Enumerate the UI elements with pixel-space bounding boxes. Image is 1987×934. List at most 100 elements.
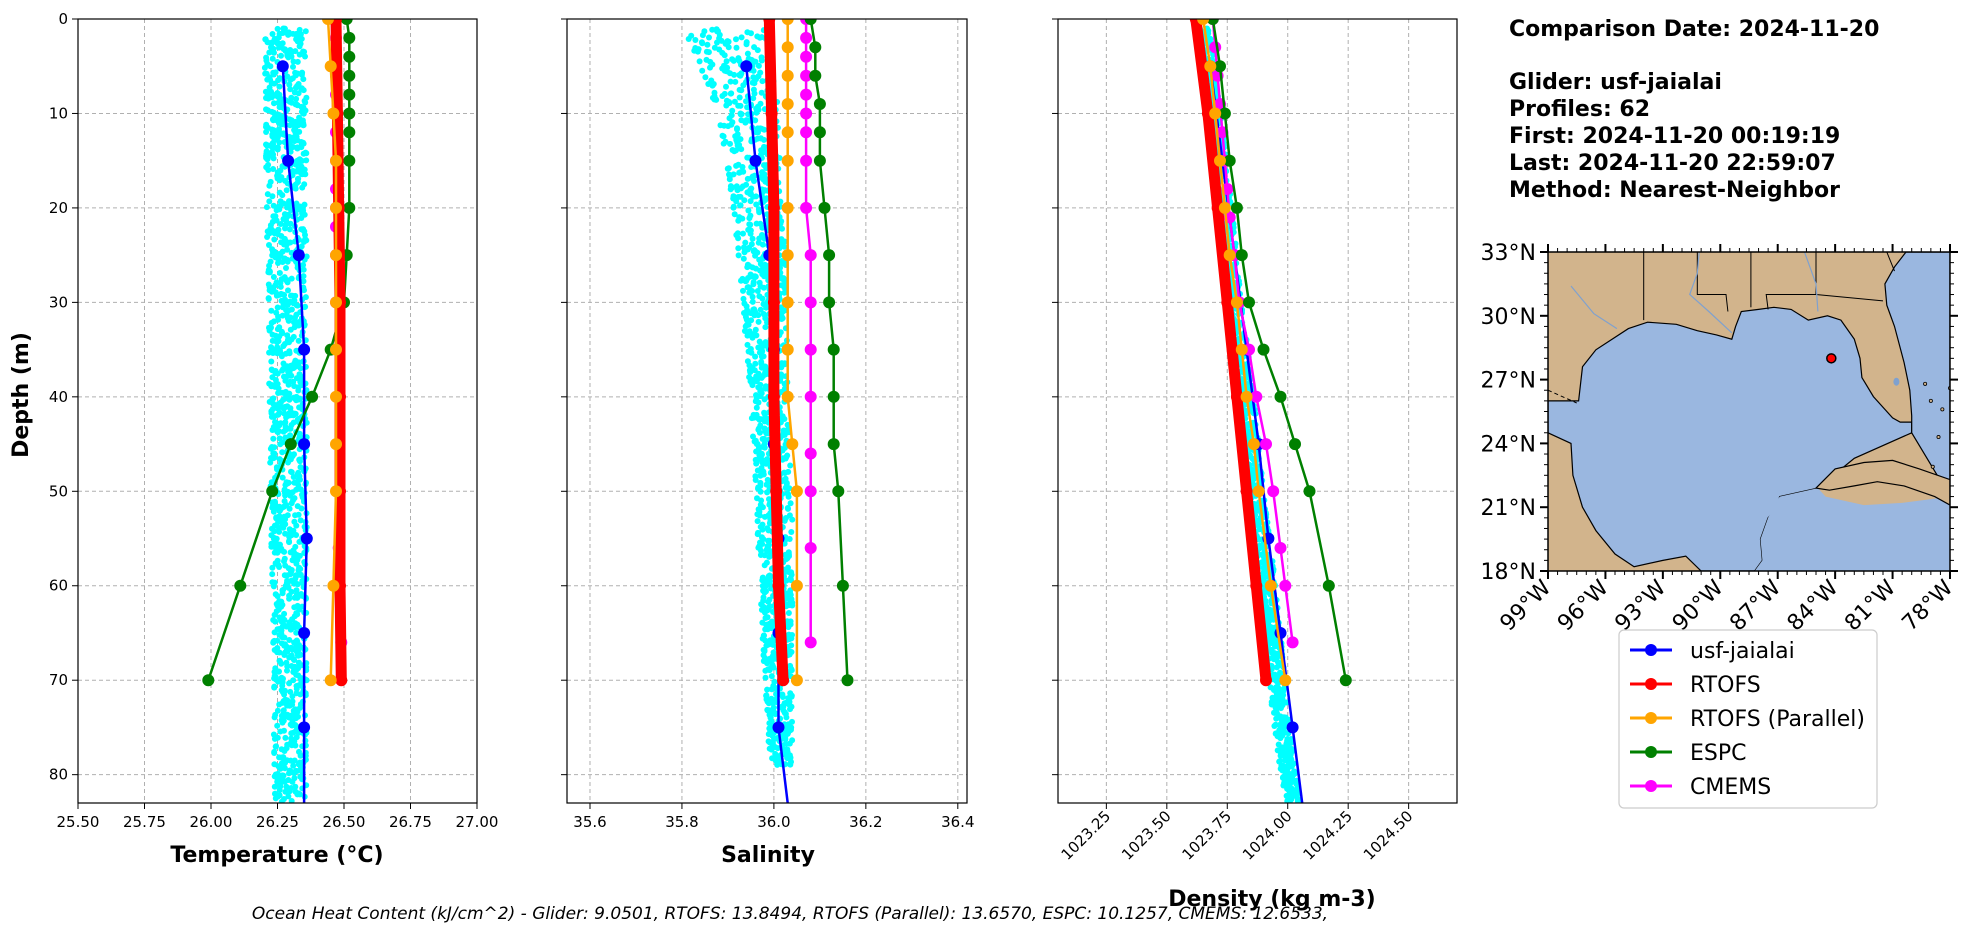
usf-jaialai-marker: [740, 60, 753, 73]
glider-raw-point: [784, 725, 791, 732]
glider-raw-point: [278, 754, 285, 761]
glider-raw-point: [271, 672, 278, 679]
rtofs-marker: [763, 19, 776, 25]
glider-raw-point: [285, 287, 291, 294]
rtofs-parallel-marker: [786, 438, 799, 451]
cmems-marker: [800, 88, 813, 101]
glider-raw-point: [294, 302, 301, 309]
glider-raw-point: [756, 293, 763, 300]
glider-raw-point: [300, 76, 307, 83]
rtofs-parallel-marker: [781, 41, 794, 54]
glider-name: Glider: usf-jaialai: [1509, 70, 1722, 95]
glider-raw-point: [280, 215, 287, 222]
glider-raw-point: [299, 171, 305, 178]
glider-raw-point: [743, 117, 750, 124]
glider-raw-point: [278, 687, 285, 694]
glider-raw-point: [277, 658, 283, 665]
espc-marker: [823, 296, 836, 309]
glider-raw-point: [281, 503, 288, 510]
glider-raw-point: [287, 688, 294, 695]
glider-raw-point: [752, 252, 759, 259]
glider-raw-point: [269, 564, 276, 571]
glider-raw-point: [739, 164, 746, 170]
glider-raw-point: [753, 394, 760, 401]
glider-raw-point: [297, 651, 304, 658]
depth-axis-label: Depth (m): [9, 332, 34, 458]
glider-raw-point: [284, 332, 291, 339]
glider-raw-point: [746, 244, 753, 251]
x-tick-label: 26.25: [256, 813, 299, 831]
glider-raw-point: [297, 464, 304, 471]
usf-jaialai-marker: [292, 249, 305, 262]
glider-raw-point: [762, 385, 769, 392]
glider-raw-point: [284, 256, 291, 263]
glider-raw-point: [789, 718, 795, 725]
glider-raw-point: [735, 252, 742, 259]
glider-raw-point: [270, 202, 277, 209]
glider-raw-point: [279, 330, 286, 337]
glider-raw-point: [286, 396, 293, 403]
rtofs-parallel-marker: [1209, 107, 1222, 120]
glider-raw-point: [788, 571, 795, 578]
glider-raw-point: [734, 125, 740, 132]
glider-raw-point: [785, 590, 792, 597]
glider-raw-point: [293, 95, 300, 102]
espc-marker: [836, 579, 849, 592]
glider-raw-point: [280, 46, 287, 52]
glider-raw-point: [1277, 747, 1284, 754]
glider-raw-point: [755, 485, 761, 492]
glider-raw-point: [271, 735, 278, 742]
glider-raw-point: [740, 230, 746, 237]
glider-raw-point: [759, 577, 766, 584]
glider-raw-point: [785, 493, 792, 500]
glider-raw-point: [788, 665, 795, 672]
glider-raw-point: [286, 595, 293, 602]
y-tick-label: 10: [49, 104, 68, 122]
usf-jaialai-marker: [298, 721, 311, 734]
glider-raw-point: [754, 518, 761, 525]
glider-raw-point: [1281, 685, 1287, 692]
glider-raw-point: [276, 564, 283, 570]
info-block: Comparison Date: 2024-11-20 Glider: usf-…: [1509, 17, 1879, 203]
glider-raw-point: [300, 266, 307, 273]
glider-raw-point: [730, 195, 737, 202]
glider-raw-point: [751, 247, 758, 254]
glider-raw-point: [1271, 709, 1277, 716]
glider-raw-point: [771, 652, 778, 659]
glider-raw-point: [292, 767, 299, 774]
glider-raw-point: [757, 381, 764, 388]
glider-raw-point: [271, 683, 278, 690]
espc-marker: [343, 69, 356, 82]
glider-raw-point: [742, 239, 749, 246]
glider-raw-point: [769, 638, 776, 645]
glider-raw-point: [266, 242, 272, 248]
usf-jaialai-marker: [298, 627, 311, 639]
rtofs-legend-label: RTOFS: [1690, 673, 1761, 698]
glider-raw-point: [298, 505, 305, 512]
espc-marker: [827, 438, 840, 451]
plot-frame: [1057, 18, 1458, 804]
glider-raw-point: [276, 189, 283, 196]
glider-raw-point: [290, 762, 297, 769]
glider-raw-point: [289, 701, 296, 708]
rtofs-marker: [1230, 390, 1243, 403]
glider-raw-point: [754, 531, 761, 538]
rtofs-parallel-marker: [322, 19, 334, 25]
glider-raw-point: [782, 470, 788, 476]
glider-raw-point: [767, 725, 774, 732]
cmems-marker: [804, 542, 817, 554]
glider-raw-point: [732, 78, 739, 85]
glider-raw-point: [1286, 746, 1292, 753]
glider-raw-point: [781, 360, 788, 367]
glider-raw-point: [284, 363, 291, 370]
glider-raw-point: [276, 270, 283, 276]
glider-raw-point: [275, 338, 282, 345]
atlantic-ocean: [1884, 252, 1950, 498]
glider-raw-point: [298, 85, 305, 92]
glider-raw-point: [294, 145, 301, 152]
glider-raw-point: [1277, 735, 1284, 742]
glider-raw-point: [299, 157, 306, 164]
espc-series: [804, 19, 854, 687]
glider-raw-point: [293, 560, 300, 567]
